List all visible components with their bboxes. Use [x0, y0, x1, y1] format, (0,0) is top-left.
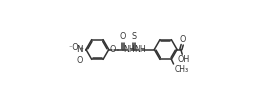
Text: O: O [180, 35, 186, 44]
Text: NH: NH [134, 45, 146, 54]
Text: O: O [120, 32, 126, 41]
Text: OH: OH [178, 55, 190, 64]
Text: CH₃: CH₃ [174, 65, 188, 74]
Text: +: + [78, 46, 83, 51]
Text: NH: NH [123, 45, 135, 54]
Text: O: O [76, 56, 83, 65]
Text: O: O [110, 45, 116, 54]
Text: ⁻O: ⁻O [69, 43, 79, 52]
Text: N: N [76, 45, 82, 54]
Text: S: S [131, 32, 136, 41]
